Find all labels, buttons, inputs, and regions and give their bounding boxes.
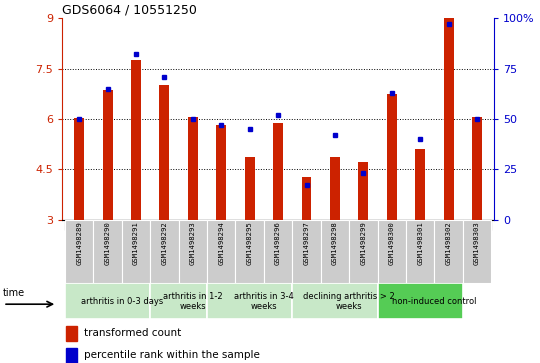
- Text: time: time: [3, 288, 25, 298]
- Bar: [349, 220, 377, 283]
- Bar: [273, 123, 283, 220]
- Text: GSM1498294: GSM1498294: [218, 221, 224, 265]
- Text: arthritis in 1-2
weeks: arthritis in 1-2 weeks: [163, 291, 222, 311]
- Bar: [245, 158, 255, 220]
- Bar: [377, 220, 406, 230]
- Text: percentile rank within the sample: percentile rank within the sample: [84, 350, 260, 360]
- Bar: [264, 220, 292, 230]
- Bar: [321, 220, 349, 283]
- Bar: [359, 162, 368, 220]
- Bar: [264, 220, 292, 283]
- FancyBboxPatch shape: [150, 283, 207, 319]
- Bar: [321, 220, 349, 230]
- Text: transformed count: transformed count: [84, 328, 181, 338]
- Bar: [66, 326, 77, 340]
- Text: GSM1498290: GSM1498290: [105, 221, 111, 265]
- Bar: [217, 125, 226, 220]
- Bar: [415, 149, 425, 220]
- Bar: [179, 220, 207, 230]
- Bar: [74, 118, 84, 220]
- Text: arthritis in 0-3 days: arthritis in 0-3 days: [80, 297, 163, 306]
- FancyBboxPatch shape: [377, 283, 463, 319]
- Text: GSM1498292: GSM1498292: [161, 221, 167, 265]
- Bar: [472, 117, 482, 220]
- Bar: [463, 220, 491, 230]
- Bar: [292, 220, 321, 230]
- Text: GSM1498303: GSM1498303: [474, 221, 480, 265]
- Text: non-induced control: non-induced control: [392, 297, 477, 306]
- Bar: [122, 220, 150, 230]
- Bar: [301, 177, 312, 220]
- Text: GSM1498295: GSM1498295: [247, 221, 253, 265]
- Text: GSM1498289: GSM1498289: [76, 221, 82, 265]
- Text: GSM1498298: GSM1498298: [332, 221, 338, 265]
- Bar: [93, 220, 122, 283]
- Bar: [207, 220, 235, 230]
- Bar: [150, 220, 179, 230]
- Bar: [235, 220, 264, 283]
- Text: GSM1498302: GSM1498302: [446, 221, 451, 265]
- Bar: [65, 220, 93, 283]
- Bar: [66, 348, 77, 363]
- Bar: [103, 90, 112, 220]
- Bar: [207, 220, 235, 283]
- Text: GSM1498291: GSM1498291: [133, 221, 139, 265]
- Text: GSM1498300: GSM1498300: [389, 221, 395, 265]
- FancyBboxPatch shape: [207, 283, 292, 319]
- Bar: [179, 220, 207, 283]
- Bar: [349, 220, 377, 230]
- Text: GSM1498301: GSM1498301: [417, 221, 423, 265]
- Bar: [65, 220, 93, 230]
- Text: GDS6064 / 10551250: GDS6064 / 10551250: [62, 4, 197, 17]
- Bar: [122, 220, 150, 283]
- Bar: [463, 220, 491, 283]
- Text: GSM1498296: GSM1498296: [275, 221, 281, 265]
- FancyBboxPatch shape: [292, 283, 377, 319]
- Bar: [434, 220, 463, 283]
- FancyBboxPatch shape: [65, 283, 150, 319]
- Bar: [377, 220, 406, 283]
- Bar: [159, 85, 170, 220]
- Bar: [434, 220, 463, 230]
- Bar: [235, 220, 264, 230]
- Bar: [93, 220, 122, 230]
- Bar: [444, 18, 454, 220]
- Bar: [330, 158, 340, 220]
- Bar: [387, 94, 397, 220]
- Text: GSM1498293: GSM1498293: [190, 221, 196, 265]
- Text: GSM1498299: GSM1498299: [360, 221, 366, 265]
- Text: GSM1498297: GSM1498297: [303, 221, 309, 265]
- Text: arthritis in 3-4
weeks: arthritis in 3-4 weeks: [234, 291, 294, 311]
- Bar: [150, 220, 179, 283]
- Bar: [406, 220, 434, 283]
- Bar: [131, 60, 141, 220]
- Bar: [292, 220, 321, 283]
- Bar: [406, 220, 434, 230]
- Bar: [188, 117, 198, 220]
- Text: declining arthritis > 2
weeks: declining arthritis > 2 weeks: [303, 291, 395, 311]
